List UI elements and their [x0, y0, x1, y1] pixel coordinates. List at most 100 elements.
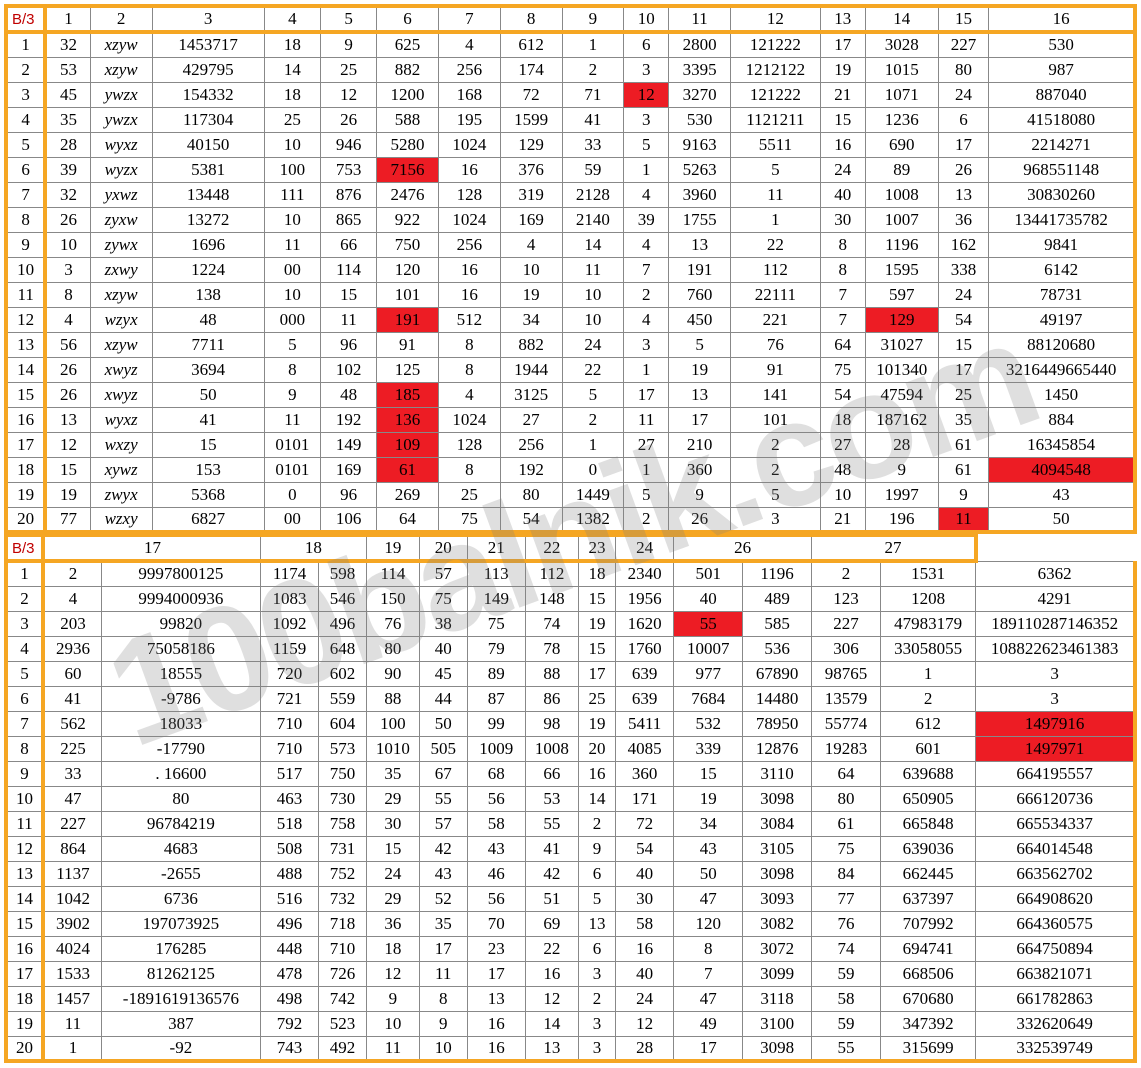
cell: 707992: [880, 911, 975, 936]
cell: 9163: [669, 132, 731, 157]
cell: 75: [812, 836, 881, 861]
cell: 195: [438, 107, 500, 132]
cell: 27: [624, 432, 669, 457]
cell: 3902: [43, 911, 101, 936]
cell: 3098: [743, 861, 812, 886]
cell: 8: [674, 936, 743, 961]
cell: 39: [45, 157, 90, 182]
cell: 2936: [43, 636, 101, 661]
cell: 138: [152, 282, 264, 307]
cell: 174: [500, 57, 562, 82]
cell: zxwy: [90, 257, 152, 282]
cell: 30: [366, 811, 419, 836]
cell: 1159: [260, 636, 318, 661]
cell: 3: [578, 1036, 615, 1061]
row-number: 19: [6, 482, 45, 507]
row-number: 19: [6, 1011, 43, 1036]
row-number: 14: [6, 357, 45, 382]
cell: 489: [743, 586, 812, 611]
cell: 14: [525, 1011, 578, 1036]
cell: 3105: [743, 836, 812, 861]
cell: 29: [366, 886, 419, 911]
cell: 32: [45, 32, 90, 57]
row-number: 7: [6, 711, 43, 736]
cell: 28: [615, 1036, 673, 1061]
col-header: 8: [500, 6, 562, 32]
cell: 987: [989, 57, 1135, 82]
cell: 47: [674, 986, 743, 1011]
cell: 197073925: [101, 911, 260, 936]
cell: 64: [820, 332, 865, 357]
cell: 43: [674, 836, 743, 861]
row-number: 5: [6, 132, 45, 157]
cell: 601: [880, 736, 975, 761]
cell: 40: [820, 182, 865, 207]
row-number: 17: [6, 961, 43, 986]
col-header: 13: [820, 6, 865, 32]
cell: 2214271: [989, 132, 1135, 157]
cell: 9997800125: [101, 561, 260, 586]
cell: 1024: [438, 132, 500, 157]
cell: 1042: [43, 886, 101, 911]
cell: 1: [880, 661, 975, 686]
cell: 61: [938, 432, 989, 457]
cell: 101: [730, 407, 820, 432]
cell: 41: [152, 407, 264, 432]
cell: 31027: [865, 332, 938, 357]
row-number: 8: [6, 736, 43, 761]
col-header: 23: [578, 535, 615, 561]
cell: 24: [366, 861, 419, 886]
cell: 78731: [989, 282, 1135, 307]
cell: 26: [669, 507, 731, 532]
cell: 730: [319, 786, 367, 811]
cell: 41: [562, 107, 624, 132]
cell: 26: [45, 357, 90, 382]
cell: 429795: [152, 57, 264, 82]
cell: 4: [624, 182, 669, 207]
cell: 1007: [865, 207, 938, 232]
cell: 612: [500, 32, 562, 57]
cell: 176285: [101, 936, 260, 961]
cell: 9: [321, 32, 377, 57]
cell: 15: [578, 636, 615, 661]
cell: 19: [578, 711, 615, 736]
cell: 16: [438, 157, 500, 182]
cell: 192: [321, 407, 377, 432]
cell: 30: [820, 207, 865, 232]
cell: 7711: [152, 332, 264, 357]
cell: 77: [45, 507, 90, 532]
col-header: 24: [615, 535, 673, 561]
cell: 169: [500, 207, 562, 232]
cell: 5411: [615, 711, 673, 736]
cell: 136: [377, 407, 439, 432]
cell: 1174: [260, 561, 318, 586]
cell: 710: [260, 711, 318, 736]
cell: 81262125: [101, 961, 260, 986]
cell: 5263: [669, 157, 731, 182]
cell: 101: [377, 282, 439, 307]
cell: 315699: [880, 1036, 975, 1061]
cell: 9: [419, 1011, 467, 1036]
cell: 196: [865, 507, 938, 532]
cell: 710: [319, 936, 367, 961]
cell: 2340: [615, 561, 673, 586]
cell: 9: [669, 482, 731, 507]
cell: 663562702: [976, 861, 1135, 886]
cell: 55: [525, 811, 578, 836]
cell: 20: [578, 736, 615, 761]
cell: 3395: [669, 57, 731, 82]
cell: 35: [45, 107, 90, 132]
cell: 3: [578, 961, 615, 986]
row-number: 15: [6, 911, 43, 936]
cell: 598: [319, 561, 367, 586]
col-header: 4: [264, 6, 320, 32]
cell: 109: [377, 432, 439, 457]
cell: zywx: [90, 232, 152, 257]
cell: 10: [264, 282, 320, 307]
cell: 30830260: [989, 182, 1135, 207]
cell: 19: [500, 282, 562, 307]
cell: 17: [467, 961, 525, 986]
cell: 5: [264, 332, 320, 357]
cell: 3: [578, 1011, 615, 1036]
cell: 108822623461383: [976, 636, 1135, 661]
